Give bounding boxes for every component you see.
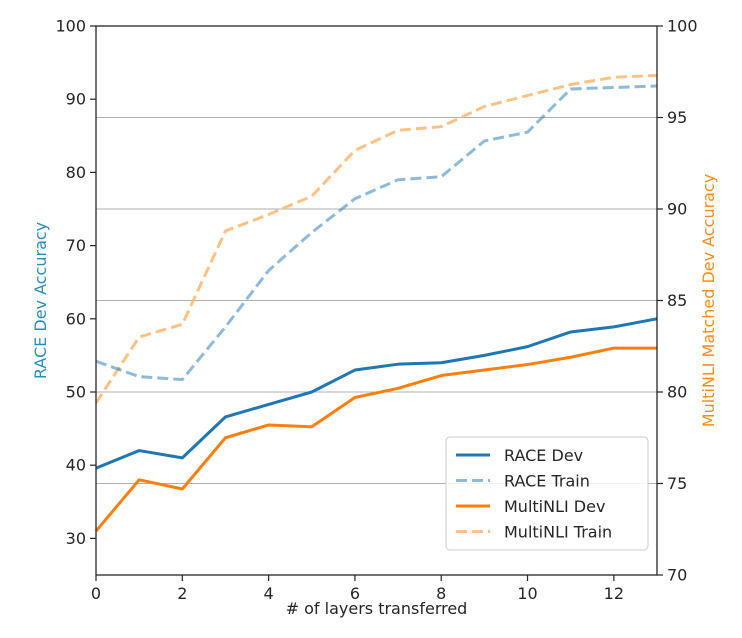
legend-label: RACE Train: [504, 472, 590, 491]
legend: RACE Dev RACE Train MultiNLI Dev MultiNLI T…: [445, 436, 649, 551]
right-y-tick-label: 80: [667, 383, 687, 402]
right-y-tick-label: 70: [667, 566, 687, 585]
left-y-tick-label: 70: [66, 236, 86, 255]
x-tick-label: 4: [264, 584, 274, 603]
x-tick-label: 0: [91, 584, 101, 603]
right-y-tick-label: 85: [667, 291, 687, 310]
left-y-tick-label: 60: [66, 309, 86, 328]
series-line-race-train: [95, 84, 658, 382]
series-line-multinli-dev: [94, 346, 657, 533]
gridlines: [96, 117, 657, 484]
x-tick-label: 6: [350, 584, 360, 603]
left-y-tick-label: 80: [66, 163, 86, 182]
legend-label: MultiNLI Dev: [504, 497, 605, 516]
right-y-tick-label: 95: [667, 108, 687, 127]
right-y-tick-label: 100: [667, 17, 698, 36]
axis-ticks: 0 2 4 6 8 10 12 30 40 50 60 70 80 90 100 70 75 80 85 90 95 10…: [55, 17, 697, 604]
right-y-tick-label: 75: [667, 474, 687, 493]
x-tick-label: 8: [436, 584, 446, 603]
left-y-axis-title: RACE Dev Accuracy: [31, 222, 50, 379]
series-lines: [94, 73, 658, 533]
series-line-race-dev: [95, 317, 658, 470]
legend-label: MultiNLI Train: [504, 523, 612, 542]
series-line-multinli-train: [94, 73, 658, 404]
left-y-tick-label: 90: [66, 90, 86, 109]
left-y-tick-label: 100: [55, 17, 86, 36]
legend-box: [445, 436, 649, 551]
left-y-tick-label: 50: [66, 383, 86, 402]
x-tick-label: 2: [177, 584, 187, 603]
right-y-tick-label: 90: [667, 200, 687, 219]
left-y-tick-label: 30: [66, 529, 86, 548]
right-y-axis-title: MultiNLI Matched Dev Accuracy: [699, 174, 718, 427]
x-tick-label: 12: [604, 584, 624, 603]
x-tick-label: 10: [517, 584, 537, 603]
legend-label: RACE Dev: [504, 446, 583, 465]
left-y-tick-label: 40: [66, 456, 86, 475]
x-axis-title: # of layers transferred: [286, 599, 468, 618]
